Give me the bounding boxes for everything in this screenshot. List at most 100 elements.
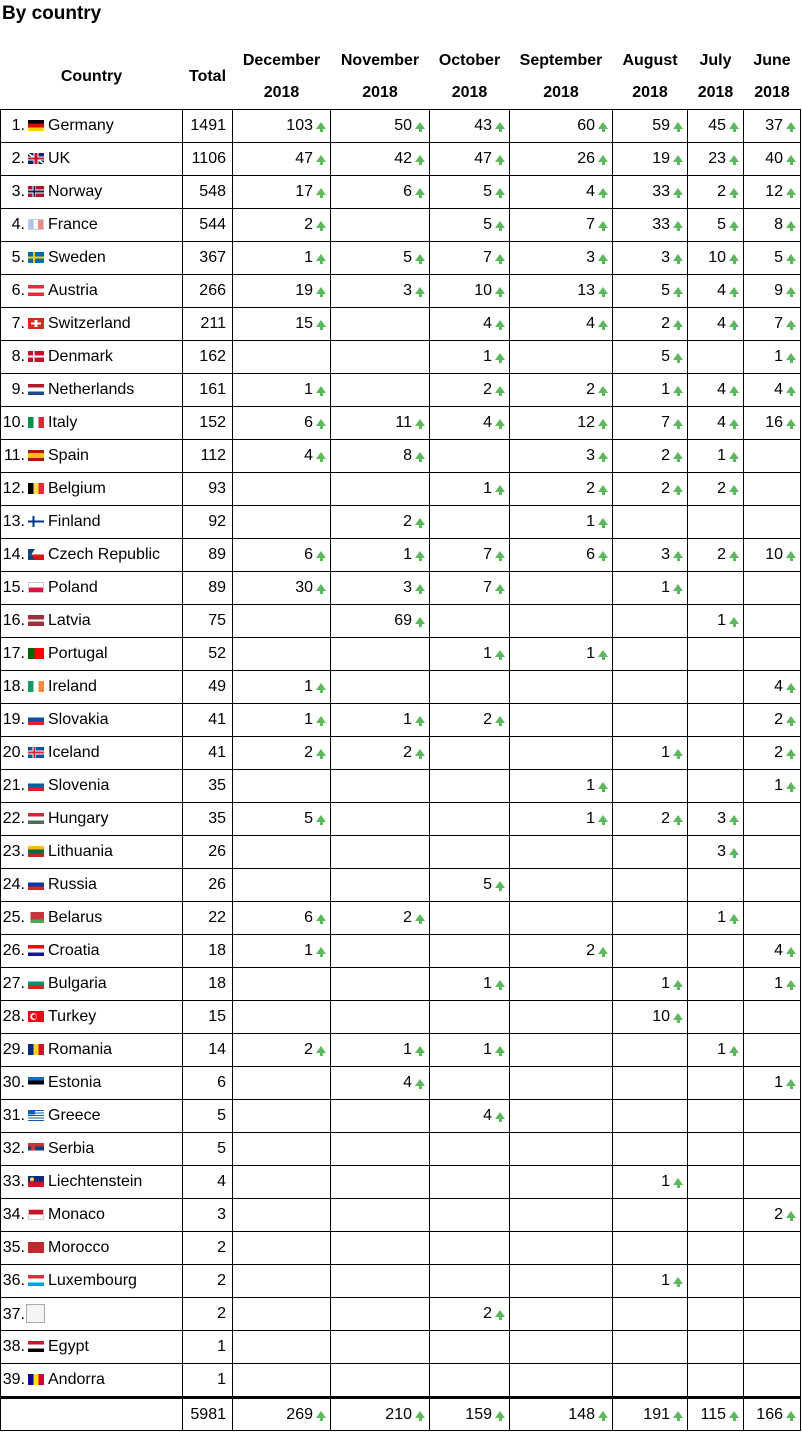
month-cell — [612, 1330, 688, 1364]
country-cell: 16. Latvia — [0, 604, 183, 638]
month-cell — [612, 637, 688, 671]
up-arrow-icon — [316, 287, 326, 297]
month-cell — [509, 736, 613, 770]
month-cell: 15 — [232, 307, 331, 341]
country-name: Turkey — [48, 1008, 97, 1025]
cell-value: 6 — [586, 546, 595, 563]
month-cell — [429, 1000, 510, 1034]
up-arrow-icon — [316, 749, 326, 759]
month-cell: 3 — [330, 274, 430, 308]
table-row: 16. Latvia 75 69 1 — [0, 604, 801, 638]
belgium-flag-icon — [28, 483, 44, 494]
cell-value: 13 — [577, 282, 595, 299]
country-name: Slovenia — [48, 777, 110, 794]
up-arrow-icon — [495, 881, 505, 891]
country-name: Portugal — [48, 645, 108, 662]
up-arrow-icon — [415, 155, 425, 165]
country-rank: 8. — [11, 348, 25, 365]
cell-value: 7 — [483, 579, 492, 596]
table-row: 23. Lithuania 26 3 — [0, 835, 801, 869]
month-cell: 30 — [232, 571, 331, 605]
month-cell — [330, 637, 430, 671]
month-cell — [509, 1231, 613, 1265]
month-cell: 4 — [429, 1099, 510, 1133]
month-cell — [687, 868, 744, 902]
iceland-flag-icon — [28, 747, 44, 758]
up-arrow-icon — [786, 353, 796, 363]
table-row: 21. Slovenia 35 1 1 — [0, 769, 801, 803]
cell-value: 2 — [483, 381, 492, 398]
month-cell: 1 — [612, 373, 688, 407]
up-arrow-icon — [729, 1410, 739, 1421]
austria-flag-icon — [28, 285, 44, 296]
table-row: 31. Greece 5 4 — [0, 1099, 801, 1133]
cell-value: 50 — [394, 117, 412, 134]
month-cell — [687, 1000, 744, 1034]
month-cell: 5 — [429, 868, 510, 902]
month-cell — [687, 1198, 744, 1232]
latvia-flag-icon — [28, 615, 44, 626]
cell-value: 1 — [586, 777, 595, 794]
up-arrow-icon — [786, 749, 796, 759]
up-arrow-icon — [673, 419, 683, 429]
up-arrow-icon — [495, 551, 505, 561]
total-cell: 89 — [182, 538, 233, 572]
cell-value: 2 — [717, 546, 726, 563]
month-cell: 4 — [687, 406, 744, 440]
month-cell — [743, 1099, 801, 1133]
up-arrow-icon — [673, 1410, 683, 1421]
month-cell — [612, 1132, 688, 1166]
table-row: 14. Czech Republic 89 6 1 7 6 3 2 10 — [0, 538, 801, 572]
month-cell: 4 — [743, 934, 801, 968]
month-cell: 6 — [330, 175, 430, 209]
up-arrow-icon — [316, 188, 326, 198]
month-cell — [743, 604, 801, 638]
country-cell: 28. Turkey — [0, 1000, 183, 1034]
month-cell — [232, 769, 331, 803]
cell-value: 2 — [483, 711, 492, 728]
lithuania-flag-icon — [28, 846, 44, 857]
month-cell: 1 — [330, 703, 430, 737]
country-cell: 23. Lithuania — [0, 835, 183, 869]
cell-value: 1 — [717, 909, 726, 926]
country-cell: 18. Ireland — [0, 670, 183, 704]
cell-value: 5 — [483, 876, 492, 893]
up-arrow-icon — [673, 749, 683, 759]
month-cell — [232, 967, 331, 1001]
broken-image-icon — [26, 1304, 45, 1323]
month-cell: 12 — [509, 406, 613, 440]
month-cell: 6 — [509, 538, 613, 572]
country-cell: 13. Finland — [0, 505, 183, 539]
month-cell — [687, 505, 744, 539]
up-arrow-icon — [673, 551, 683, 561]
cell-value: 191 — [643, 1405, 670, 1423]
total-cell: 92 — [182, 505, 233, 539]
month-cell: 1 — [330, 1033, 430, 1067]
cell-value: 1 — [304, 711, 313, 728]
month-cell: 210 — [330, 1396, 430, 1431]
cell-value: 1 — [661, 744, 670, 761]
month-cell: 69 — [330, 604, 430, 638]
country-rank: 33. — [2, 1173, 25, 1190]
cell-value: 1 — [304, 249, 313, 266]
month-cell — [743, 472, 801, 506]
up-arrow-icon — [495, 1112, 505, 1122]
header-year: 2018 — [543, 84, 579, 101]
cell-value: 5 — [483, 183, 492, 200]
cell-value: 1 — [586, 810, 595, 827]
cell-value: 3 — [661, 546, 670, 563]
cell-value: 2 — [304, 1041, 313, 1058]
table-row: 37. 2 2 — [0, 1297, 801, 1331]
luxembourg-flag-icon — [28, 1275, 44, 1286]
country-cell: 2. UK — [0, 142, 183, 176]
month-cell: 37 — [743, 109, 801, 143]
month-cell: 12 — [743, 175, 801, 209]
month-cell — [743, 1033, 801, 1067]
header-year: 2018 — [632, 84, 668, 101]
month-cell: 1 — [509, 637, 613, 671]
month-cell — [509, 1132, 613, 1166]
up-arrow-icon — [415, 617, 425, 627]
up-arrow-icon — [729, 122, 739, 132]
up-arrow-icon — [316, 914, 326, 924]
country-cell: 31. Greece — [0, 1099, 183, 1133]
